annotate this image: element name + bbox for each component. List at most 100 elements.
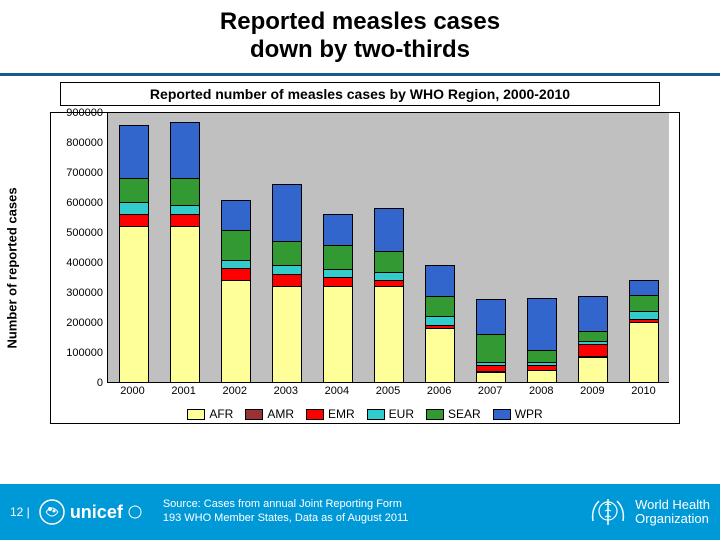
seg-AFR xyxy=(221,280,251,382)
y-tick: 100000 xyxy=(66,347,103,359)
who-line-1: World Health xyxy=(635,498,710,512)
x-tick: 2005 xyxy=(376,385,400,397)
seg-WPR xyxy=(527,298,557,351)
legend-label: EUR xyxy=(389,407,414,421)
seg-AFR xyxy=(170,226,200,382)
subtitle: Reported number of measles cases by WHO … xyxy=(60,82,660,106)
title-block: Reported measles cases down by two-third… xyxy=(0,0,720,69)
y-tick: 600000 xyxy=(66,197,103,209)
seg-EUR xyxy=(578,341,608,344)
seg-AFR xyxy=(374,286,404,382)
legend-label: WPR xyxy=(515,407,543,421)
y-tick: 300000 xyxy=(66,287,103,299)
seg-EMR xyxy=(119,214,149,226)
x-tick: 2003 xyxy=(274,385,298,397)
seg-EMR xyxy=(170,214,200,226)
seg-AFR xyxy=(272,286,302,382)
seg-WPR xyxy=(170,122,200,178)
legend-swatch xyxy=(187,409,205,420)
seg-SEAR xyxy=(221,230,251,260)
seg-EMR xyxy=(425,325,455,328)
seg-EUR xyxy=(425,316,455,325)
seg-EUR xyxy=(476,362,506,365)
y-axis-label: Number of reported cases xyxy=(5,187,20,348)
x-tick: 2000 xyxy=(120,385,144,397)
legend-swatch xyxy=(367,409,385,420)
source-line-1: Source: Cases from annual Joint Reportin… xyxy=(163,498,587,512)
legend-swatch xyxy=(426,409,444,420)
seg-EMR xyxy=(323,277,353,286)
seg-SEAR xyxy=(323,245,353,269)
y-tick: 200000 xyxy=(66,317,103,329)
x-tick: 2007 xyxy=(478,385,502,397)
seg-AFR xyxy=(527,370,557,382)
seg-WPR xyxy=(272,184,302,241)
who-line-2: Organization xyxy=(635,512,710,526)
legend-swatch xyxy=(245,409,263,420)
legend-swatch xyxy=(306,409,324,420)
unicef-text: unicef xyxy=(70,502,123,523)
seg-EMR xyxy=(578,344,608,356)
seg-WPR xyxy=(476,299,506,334)
footer-bar: 12 | unicef Source: Cases from annual Jo… xyxy=(0,484,720,540)
seg-SEAR xyxy=(170,178,200,205)
seg-EUR xyxy=(221,260,251,268)
legend-item-AFR: AFR xyxy=(187,407,233,421)
seg-AFR xyxy=(323,286,353,382)
seg-EUR xyxy=(119,202,149,214)
who-icon xyxy=(587,491,629,533)
legend-item-SEAR: SEAR xyxy=(426,407,481,421)
x-tick: 2004 xyxy=(325,385,349,397)
seg-WPR xyxy=(629,280,659,295)
unicef-icon xyxy=(38,498,66,526)
legend-label: EMR xyxy=(328,407,355,421)
y-tick: 700000 xyxy=(66,167,103,179)
legend-label: AMR xyxy=(267,407,294,421)
legend-item-WPR: WPR xyxy=(493,407,543,421)
seg-WPR xyxy=(221,200,251,230)
title-line-1: Reported measles cases xyxy=(0,8,720,36)
x-tick: 2010 xyxy=(631,385,655,397)
y-tick: 0 xyxy=(97,377,103,389)
seg-EUR xyxy=(170,205,200,214)
x-tick: 2002 xyxy=(222,385,246,397)
y-tick: 800000 xyxy=(66,137,103,149)
seg-AFR xyxy=(425,328,455,382)
plot-area xyxy=(107,113,669,383)
seg-SEAR xyxy=(374,251,404,272)
x-tick: 2006 xyxy=(427,385,451,397)
legend-item-AMR: AMR xyxy=(245,407,294,421)
x-axis: 2000 2001 2002 2003 2004 2005 2006 2007 2008 2009… xyxy=(107,383,669,401)
y-tick: 500000 xyxy=(66,227,103,239)
legend-item-EMR: EMR xyxy=(306,407,355,421)
source-line-2: 193 WHO Member States, Data as of August… xyxy=(163,512,587,526)
x-tick: 2008 xyxy=(529,385,553,397)
seg-WPR xyxy=(374,208,404,252)
seg-SEAR xyxy=(629,295,659,312)
seg-AFR xyxy=(476,372,506,383)
who-text: World Health Organization xyxy=(635,498,710,525)
y-tick: 900000 xyxy=(66,107,103,119)
seg-AFR xyxy=(119,226,149,382)
unicef-emblem-icon xyxy=(127,504,143,520)
seg-EMR xyxy=(221,268,251,280)
seg-SEAR xyxy=(119,178,149,202)
legend-label: SEAR xyxy=(448,407,481,421)
legend: AFR AMR EMR EUR SEAR WPR xyxy=(51,407,679,423)
seg-EMR xyxy=(374,280,404,286)
seg-SEAR xyxy=(578,331,608,342)
x-tick: 2001 xyxy=(171,385,195,397)
who-logo: World Health Organization xyxy=(587,491,710,533)
seg-EUR xyxy=(323,269,353,277)
seg-SEAR xyxy=(425,296,455,316)
chart: Number of reported cases 010000020000030… xyxy=(50,112,680,424)
x-tick: 2009 xyxy=(580,385,604,397)
seg-EUR xyxy=(527,362,557,365)
seg-SEAR xyxy=(527,350,557,362)
seg-WPR xyxy=(578,296,608,331)
seg-EUR xyxy=(629,311,659,319)
seg-EMR xyxy=(629,319,659,322)
seg-EMR xyxy=(476,365,506,371)
seg-AFR xyxy=(578,357,608,383)
seg-WPR xyxy=(119,125,149,178)
